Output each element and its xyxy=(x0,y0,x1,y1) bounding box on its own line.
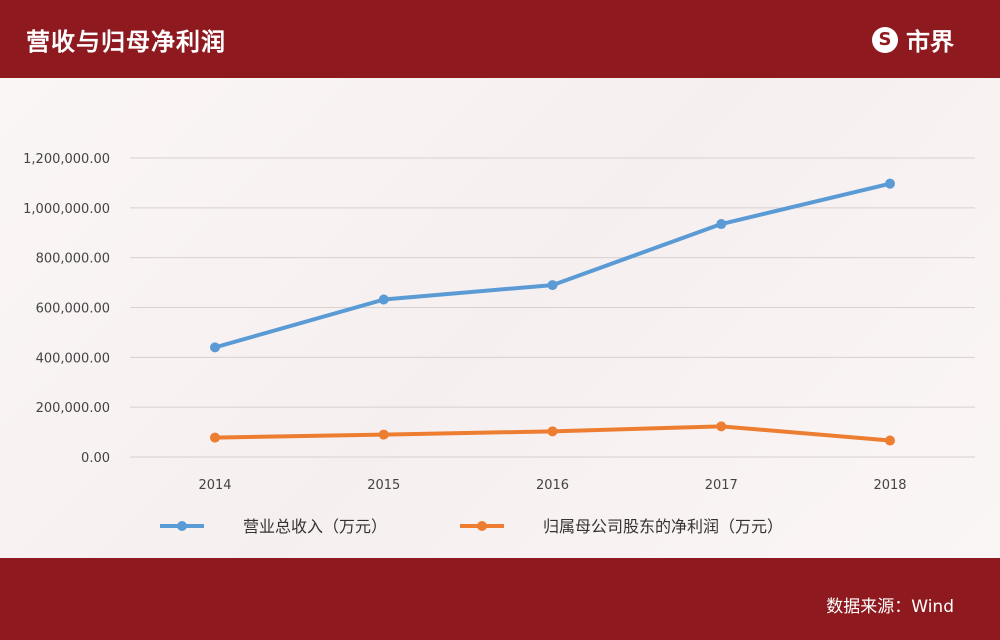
x-tick-label: 2014 xyxy=(198,478,231,493)
y-tick-label: 0.00 xyxy=(81,451,110,466)
y-tick-label: 200,000.00 xyxy=(36,401,110,416)
legend-label: 归属母公司股东的净利润（万元） xyxy=(543,517,783,536)
x-tick-label: 2018 xyxy=(873,478,906,493)
x-tick-label: 2016 xyxy=(536,478,569,493)
data-point xyxy=(885,435,895,446)
data-point xyxy=(210,342,220,353)
x-tick-label: 2017 xyxy=(705,478,738,493)
brand-logo-icon: S xyxy=(872,26,898,53)
y-tick-label: 800,000.00 xyxy=(36,252,110,267)
chart-title: 营收与归母净利润 xyxy=(26,28,226,56)
y-tick-label: 600,000.00 xyxy=(36,302,110,317)
y-tick-label: 1,200,000.00 xyxy=(23,152,110,167)
legend-marker xyxy=(477,521,487,531)
series-lines xyxy=(210,178,895,446)
data-point xyxy=(716,421,727,432)
legend-marker xyxy=(177,521,187,531)
y-tick-label: 400,000.00 xyxy=(36,351,110,366)
data-source: 数据来源：Wind xyxy=(826,597,954,617)
x-tick-label: 2015 xyxy=(367,478,400,493)
data-point xyxy=(547,426,558,437)
legend-label: 营业总收入（万元） xyxy=(243,517,387,536)
line-chart: 0.00 200,000.00 400,000.00 600,000.00 800,00… xyxy=(23,152,975,536)
x-axis-labels: 2014 2015 2016 2017 2018 xyxy=(198,478,906,493)
legend: 营业总收入（万元） 归属母公司股东的净利润（万元） xyxy=(160,517,783,536)
header-bar: 营收与归母净利润 S 市界 xyxy=(0,0,1000,78)
data-point xyxy=(378,429,389,440)
data-point xyxy=(210,432,220,443)
brand-name: 市界 xyxy=(906,28,954,56)
brand: S 市界 xyxy=(872,22,954,57)
y-tick-label: 1,000,000.00 xyxy=(23,202,110,217)
data-point xyxy=(716,219,727,230)
data-point xyxy=(547,280,558,291)
footer-bar: 数据来源：Wind xyxy=(0,558,1000,640)
grid-lines xyxy=(130,157,975,458)
data-point xyxy=(885,178,895,189)
data-point xyxy=(378,294,389,305)
y-axis-labels: 0.00 200,000.00 400,000.00 600,000.00 800,00… xyxy=(23,152,110,466)
